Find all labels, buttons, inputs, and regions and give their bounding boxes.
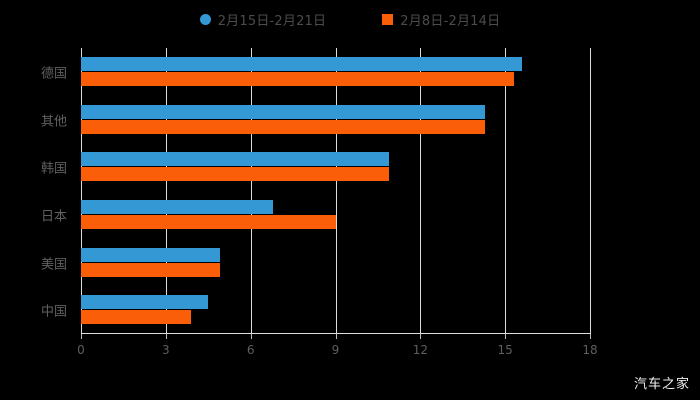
x-gridline [335,48,337,334]
x-tick-label: 15 [497,343,513,357]
watermark-label: 汽车之家 [633,377,690,392]
x-tick-mark [335,334,337,339]
bar-series2[interactable] [81,262,220,277]
x-tick-mark [420,334,422,339]
legend-item-label: 2月15日-2月21日 [217,13,327,29]
y-axis-category-label: 中国 [40,304,67,320]
bar-series1[interactable] [81,56,523,71]
bar-series1[interactable] [81,247,220,262]
x-tick-label: 12 [412,343,428,357]
x-tick-label: 6 [246,343,255,357]
x-tick-mark [505,334,507,339]
x-tick-mark [590,334,591,339]
x-tick-label: 18 [582,343,598,357]
legend-item[interactable]: 2月8日-2月14日 [382,10,500,29]
plot-area: 0 3 6 9 12 15 18 德国其他韩国日本美国中国 [41,48,598,357]
legend-item-label: 2月8日-2月14日 [400,13,501,29]
bar-series1[interactable] [81,199,274,214]
bar-series2[interactable] [81,214,336,229]
x-gridline [165,48,167,334]
x-tick-mark [165,334,167,339]
bar-series2[interactable] [81,71,514,86]
x-tick-label: 0 [77,343,85,357]
x-gridline [505,48,507,334]
legend-circle-icon [199,13,211,25]
bar-series2[interactable] [81,310,192,325]
x-gridline [81,48,82,334]
chart-legend: 2月15日-2月21日 2月8日-2月14日 [0,8,700,30]
legend-square-icon [382,13,394,25]
bar-series1[interactable] [81,295,209,310]
x-tick-mark [250,334,252,339]
x-gridline [250,48,252,334]
y-axis-category-label: 韩国 [40,161,67,177]
x-tick-label: 9 [331,343,340,357]
y-axis-category-label: 美国 [40,257,67,272]
x-tick-mark [81,334,82,339]
bar-series1[interactable] [81,104,486,119]
bar-series2[interactable] [81,167,390,182]
x-gridline [590,48,591,334]
x-tick-label: 3 [162,343,170,357]
y-axis-category-label: 日本 [40,209,67,225]
y-axis-category-label: 德国 [40,66,67,82]
legend-item[interactable]: 2月15日-2月21日 [199,10,327,29]
bar-series2[interactable] [81,119,486,134]
y-axis-category-label: 其他 [40,114,67,129]
bar-series1[interactable] [81,152,390,167]
x-gridline [420,48,422,334]
